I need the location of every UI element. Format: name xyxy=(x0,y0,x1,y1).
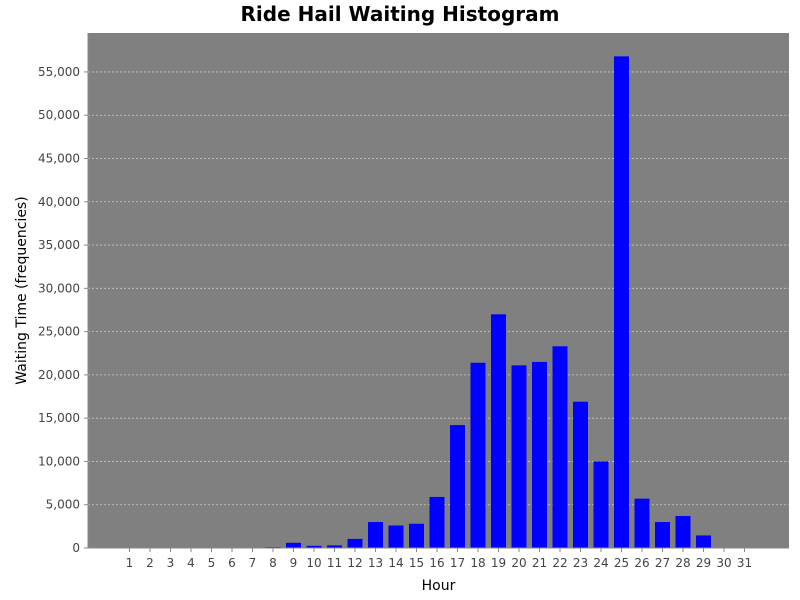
y-tick-label: 45,000 xyxy=(38,152,80,166)
bar xyxy=(491,314,506,548)
bar xyxy=(511,365,527,548)
x-tick-label: 2 xyxy=(146,556,154,570)
y-tick-label: 5,000 xyxy=(46,498,80,512)
x-tick-label: 28 xyxy=(675,556,690,570)
x-tick-label: 14 xyxy=(388,556,403,570)
x-tick-label: 7 xyxy=(249,556,257,570)
x-tick-label: 29 xyxy=(696,556,711,570)
x-tick-label: 11 xyxy=(327,556,342,570)
x-tick-label: 17 xyxy=(450,556,465,570)
bar xyxy=(286,542,301,548)
y-tick-label: 40,000 xyxy=(38,195,80,209)
x-tick-label: 12 xyxy=(347,556,362,570)
x-tick-label: 6 xyxy=(228,556,236,570)
x-tick-label: 31 xyxy=(737,556,752,570)
bar xyxy=(614,56,629,548)
bar xyxy=(450,425,465,548)
bar xyxy=(552,346,568,548)
x-tick-label: 19 xyxy=(491,556,506,570)
x-tick-label: 22 xyxy=(552,556,567,570)
y-tick-label: 25,000 xyxy=(38,325,80,339)
x-tick-label: 1 xyxy=(126,556,134,570)
x-tick-label: 15 xyxy=(409,556,424,570)
x-tick-label: 8 xyxy=(269,556,277,570)
bar xyxy=(696,535,711,548)
x-tick-label: 3 xyxy=(167,556,175,570)
bar xyxy=(429,496,445,548)
x-tick-label: 21 xyxy=(532,556,547,570)
bar xyxy=(327,545,342,548)
x-tick-label: 9 xyxy=(290,556,298,570)
grid-lines xyxy=(88,71,789,506)
x-tick-label: 4 xyxy=(187,556,195,570)
bar xyxy=(532,361,547,548)
bar xyxy=(573,401,588,548)
y-tick-label: 55,000 xyxy=(38,65,80,79)
y-tick-label: 50,000 xyxy=(38,108,80,122)
x-tick-label: 25 xyxy=(614,556,629,570)
y-tick-label: 15,000 xyxy=(38,411,80,425)
y-tick-label: 20,000 xyxy=(38,368,80,382)
bar xyxy=(306,545,322,548)
x-tick-label: 16 xyxy=(429,556,444,570)
x-tick-label: 13 xyxy=(368,556,383,570)
bar xyxy=(634,498,650,548)
bar xyxy=(675,515,691,548)
bar xyxy=(368,522,383,548)
bar xyxy=(593,461,609,548)
x-tick-label: 5 xyxy=(208,556,216,570)
x-tick-label: 10 xyxy=(306,556,321,570)
bars xyxy=(265,56,711,548)
y-axis: 0 5,000 10,000 15,000 20,000 25,000 30,000 35,0… xyxy=(38,33,89,555)
bar xyxy=(409,523,424,548)
x-tick-label: 24 xyxy=(593,556,608,570)
plot-area xyxy=(88,33,789,548)
bar xyxy=(388,525,404,548)
chart-title: Ride Hail Waiting Histogram xyxy=(240,2,560,26)
bar xyxy=(470,362,486,548)
x-axis: 1 2 3 4 5 6 7 8 9 10 11 12 13 14 15 16 17 18 19 20 21 22 23 24 2… xyxy=(88,547,789,570)
x-tick-label: 18 xyxy=(470,556,485,570)
x-tick-label: 23 xyxy=(573,556,588,570)
y-tick-label: 35,000 xyxy=(38,238,80,252)
y-axis-label: Waiting Time (frequencies) xyxy=(14,196,30,384)
y-tick-label: 10,000 xyxy=(38,454,80,468)
bar xyxy=(655,522,670,548)
y-tick-label: 0 xyxy=(72,541,80,555)
x-tick-label: 26 xyxy=(634,556,649,570)
x-tick-label: 27 xyxy=(655,556,670,570)
x-axis-label: Hour xyxy=(422,578,456,594)
bar xyxy=(347,538,363,548)
x-tick-label: 20 xyxy=(511,556,526,570)
y-tick-label: 30,000 xyxy=(38,281,80,295)
x-tick-label: 30 xyxy=(716,556,731,570)
